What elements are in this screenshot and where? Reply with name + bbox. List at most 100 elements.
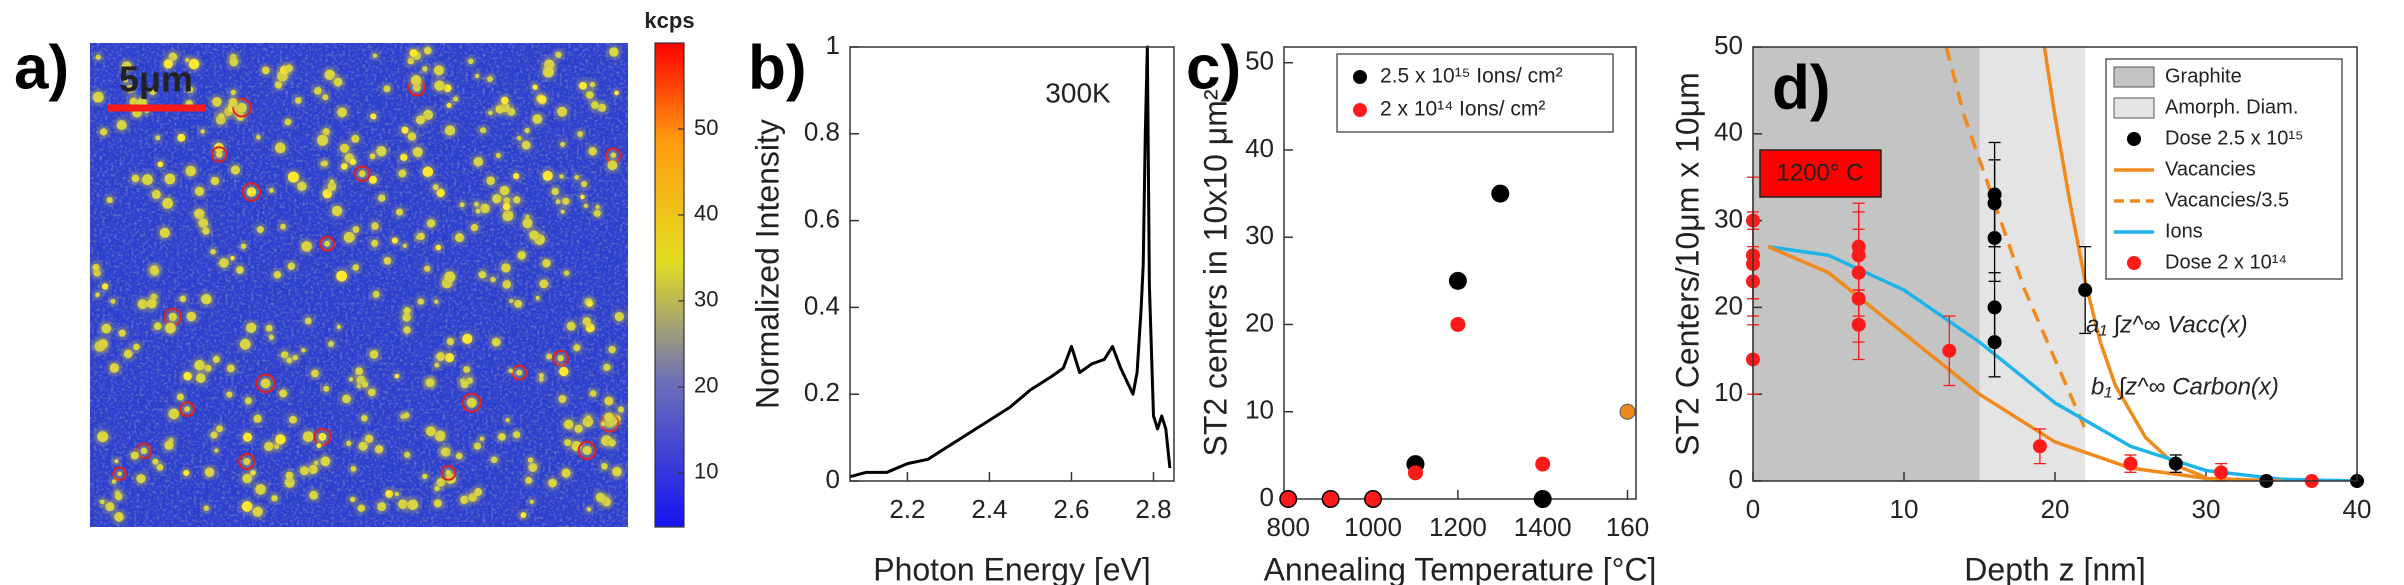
- emitter: [320, 456, 331, 467]
- emitter: [480, 127, 487, 134]
- x-tick-label: 2.4: [971, 494, 1007, 524]
- x-tick-label: 800: [1267, 512, 1310, 542]
- y-tick-label: 30: [1245, 220, 1274, 250]
- emitter: [560, 209, 565, 214]
- emitter: [617, 406, 624, 413]
- data-point: [1533, 490, 1552, 508]
- emitter: [168, 408, 180, 420]
- legend-patch: [2113, 66, 2155, 88]
- emitter: [574, 175, 580, 180]
- x-axis-label: Annealing Temperature [°C]: [1264, 551, 1657, 585]
- emitter: [92, 263, 100, 271]
- emitter: [453, 96, 459, 102]
- data-point: [1987, 335, 2002, 350]
- legend-label: 2.5 x 10¹⁵ Ions/ cm²: [1380, 65, 1563, 88]
- emitter: [434, 485, 440, 492]
- x-tick-label: 40: [2343, 494, 2372, 524]
- emitter: [435, 244, 442, 251]
- emitter: [574, 424, 583, 433]
- emitter-ring: [179, 401, 196, 418]
- emitter: [350, 496, 356, 503]
- emitter: [242, 432, 253, 442]
- emitter: [152, 458, 159, 465]
- emitter: [383, 256, 392, 265]
- data-point: [1619, 403, 1636, 420]
- emitter: [488, 110, 493, 116]
- emitter: [501, 96, 509, 105]
- y-tick-label: 0.4: [804, 290, 840, 320]
- emitter: [409, 49, 418, 57]
- emitter: [432, 184, 439, 191]
- emitter: [372, 290, 380, 298]
- emitter: [240, 243, 247, 249]
- panel-label: d): [1772, 53, 1831, 122]
- emitter: [513, 431, 521, 439]
- emitter: [241, 501, 253, 512]
- emitter: [343, 231, 355, 243]
- emitter: [133, 343, 140, 351]
- emitter: [200, 129, 205, 134]
- emitter: [202, 227, 210, 235]
- emitter: [538, 372, 544, 378]
- x-tick-label: 2.2: [889, 494, 925, 524]
- emitter: [297, 181, 307, 191]
- data-point: [2032, 439, 2047, 454]
- y-tick-label: 40: [1245, 133, 1274, 163]
- x-tick-label: 2.6: [1053, 494, 1089, 524]
- emitter: [542, 259, 551, 268]
- emitter: [433, 499, 442, 508]
- emitter: [502, 280, 512, 289]
- data-point: [1280, 491, 1296, 507]
- emitter: [371, 239, 379, 247]
- emitter: [316, 443, 322, 448]
- emitter: [608, 439, 616, 447]
- emitter: [538, 95, 547, 104]
- emitter: [528, 462, 538, 472]
- emitter: [177, 133, 186, 142]
- emitter: [370, 113, 377, 120]
- emitter: [324, 69, 336, 81]
- emitter: [153, 322, 162, 331]
- emitter: [229, 57, 239, 67]
- y-tick-label: 30: [1714, 203, 1743, 233]
- emitter: [162, 197, 174, 209]
- emitter: [236, 266, 244, 274]
- emitter: [349, 158, 357, 166]
- emitter: [573, 344, 581, 352]
- emitter: [246, 322, 257, 333]
- emitter: [269, 188, 274, 193]
- emitter: [522, 218, 533, 229]
- emitter: [226, 364, 235, 373]
- emitter: [426, 219, 436, 228]
- emitter: [462, 333, 473, 344]
- y-tick-label: 10: [1245, 395, 1274, 425]
- y-tick-label: 1: [826, 30, 840, 60]
- emitter: [194, 359, 205, 371]
- emitter-ring: [577, 440, 597, 461]
- emitter: [557, 106, 568, 117]
- emitter: [583, 203, 589, 208]
- emitter: [403, 412, 410, 419]
- annotation: b₁ ∫z^∞ Carbon(x): [2091, 373, 2279, 400]
- x-tick-label: 1200: [1429, 512, 1487, 542]
- emitter: [582, 317, 591, 326]
- region: [1753, 47, 1980, 481]
- emitter: [136, 474, 146, 484]
- data-point: [2123, 456, 2138, 471]
- emitter-ring: [440, 465, 457, 481]
- emitter: [256, 135, 261, 140]
- legend-label: Graphite: [2165, 65, 2242, 87]
- emitter: [110, 298, 116, 304]
- emitter: [517, 136, 522, 141]
- emitter: [150, 265, 159, 274]
- y-axis-label: Normalized Intensity: [749, 119, 785, 409]
- emitter: [527, 457, 534, 463]
- emitter: [168, 312, 178, 322]
- legend-label: Dose 2.5 x 10¹⁵: [2165, 127, 2303, 149]
- annotation: 300K: [1045, 77, 1111, 108]
- emitter: [502, 210, 514, 222]
- data-point: [1450, 316, 1466, 332]
- emitter: [440, 448, 448, 455]
- emitter: [320, 161, 326, 167]
- emitter: [445, 470, 452, 476]
